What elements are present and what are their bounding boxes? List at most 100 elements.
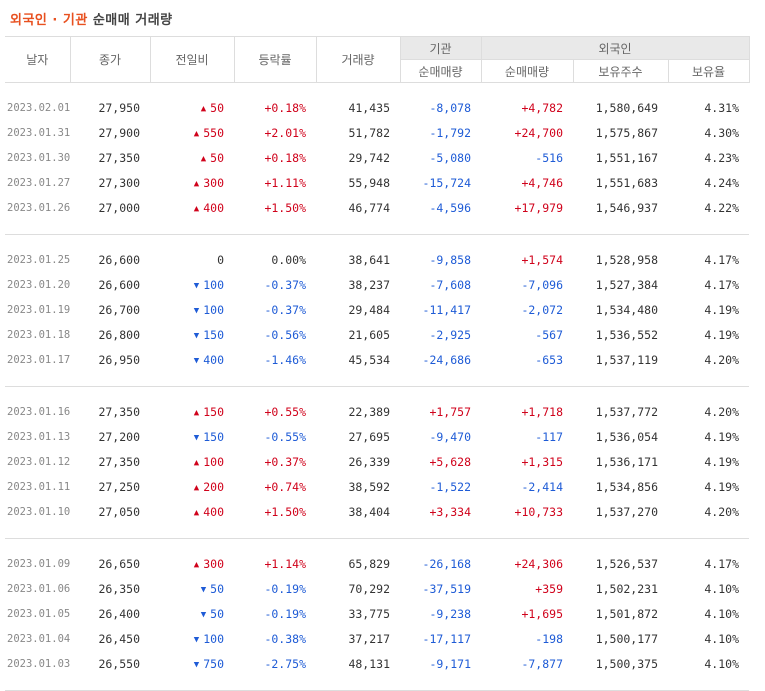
cell-change: ▲ 400 xyxy=(150,195,234,220)
cell-change: ▲ 550 xyxy=(150,120,234,145)
cell-ratio: 4.17% xyxy=(704,556,739,571)
change-value: 100 xyxy=(203,454,224,469)
cell-date: 2023.01.17 xyxy=(7,353,71,366)
table-body: 2023.02.01 27,950 ▲ 50 +0.18% 41,435 -8,078 +4,… xyxy=(5,83,749,691)
cell-foreign-net: -7,877 xyxy=(521,656,563,671)
cell-ratio: 4.10% xyxy=(704,631,739,646)
triangle-down-icon: ▼ xyxy=(193,355,200,366)
cell-date: 2023.01.12 xyxy=(7,455,71,468)
cell-holdings: 1,536,054 xyxy=(595,429,658,444)
cell-holdings: 1,500,375 xyxy=(595,656,658,671)
cell-close: 27,000 xyxy=(98,200,140,215)
cell-date: 2023.01.25 xyxy=(7,253,71,266)
cell-volume: 33,775 xyxy=(348,606,390,621)
cell-change: ▲ 300 xyxy=(150,551,234,576)
change-value: 400 xyxy=(203,200,224,215)
cell-foreign-net: -198 xyxy=(535,631,563,646)
cell-inst-net: -4,596 xyxy=(429,200,471,215)
table-row: 2023.01.17 26,950 ▼ 400 -1.46% 45,534 -24,686 -… xyxy=(5,347,749,372)
cell-inst-net: -7,608 xyxy=(429,277,471,292)
col-header-date: 날자 xyxy=(5,36,71,83)
cell-volume: 45,534 xyxy=(348,352,390,367)
panel-title: 외국인 · 기관 순매매 거래량 xyxy=(10,9,173,28)
cell-volume: 38,237 xyxy=(348,277,390,292)
cell-change: ▼ 100 xyxy=(150,297,234,322)
cell-holdings: 1,500,177 xyxy=(595,631,658,646)
cell-ratio: 4.30% xyxy=(704,125,739,140)
cell-volume: 48,131 xyxy=(348,656,390,671)
triangle-up-icon: ▲ xyxy=(193,128,200,139)
cell-rate: +1.14% xyxy=(264,556,306,571)
change-value: 300 xyxy=(203,556,224,571)
cell-foreign-net: +4,782 xyxy=(521,100,563,115)
cell-rate: +0.55% xyxy=(264,404,306,419)
cell-change: ▲ 200 xyxy=(150,474,234,499)
table-row: 2023.01.30 27,350 ▲ 50 +0.18% 29,742 -5,080 -51… xyxy=(5,145,749,170)
cell-volume: 37,217 xyxy=(348,631,390,646)
cell-change: ▲ 50 xyxy=(150,145,234,170)
cell-date: 2023.02.01 xyxy=(7,101,71,114)
cell-ratio: 4.17% xyxy=(704,277,739,292)
cell-rate: -0.19% xyxy=(264,606,306,621)
cell-inst-net: -37,519 xyxy=(422,581,471,596)
change-value: 100 xyxy=(203,277,224,292)
cell-holdings: 1,551,167 xyxy=(595,150,658,165)
cell-inst-net: -1,522 xyxy=(429,479,471,494)
cell-close: 27,950 xyxy=(98,100,140,115)
cell-rate: -0.55% xyxy=(264,429,306,444)
cell-rate: +1.50% xyxy=(264,504,306,519)
cell-foreign-net: +1,574 xyxy=(521,252,563,267)
group-spacer xyxy=(5,387,749,400)
cell-rate: +1.11% xyxy=(264,175,306,190)
cell-inst-net: +5,628 xyxy=(429,454,471,469)
cell-inst-net: -17,117 xyxy=(422,631,471,646)
table-row: 2023.01.16 27,350 ▲ 150 +0.55% 22,389 +1,757 +1… xyxy=(5,399,749,424)
cell-date: 2023.01.10 xyxy=(7,505,71,518)
cell-inst-net: +1,757 xyxy=(429,404,471,419)
cell-ratio: 4.24% xyxy=(704,175,739,190)
change-value: 50 xyxy=(210,581,224,596)
cell-inst-net: -9,858 xyxy=(429,252,471,267)
cell-inst-net: -9,171 xyxy=(429,656,471,671)
change-value: 200 xyxy=(203,479,224,494)
triangle-up-icon: ▲ xyxy=(193,203,200,214)
cell-close: 26,450 xyxy=(98,631,140,646)
triangle-down-icon: ▼ xyxy=(193,432,200,443)
cell-foreign-net: +24,700 xyxy=(514,125,563,140)
cell-close: 27,250 xyxy=(98,479,140,494)
cell-date: 2023.01.11 xyxy=(7,480,71,493)
cell-ratio: 4.10% xyxy=(704,606,739,621)
cell-holdings: 1,536,552 xyxy=(595,327,658,342)
col-header-holdings: 보유주수 xyxy=(572,59,669,83)
cell-rate: -0.56% xyxy=(264,327,306,342)
change-value: 400 xyxy=(203,352,224,367)
table-row: 2023.01.03 26,550 ▼ 750 -2.75% 48,131 -9,171 -7… xyxy=(5,651,749,676)
cell-foreign-net: -653 xyxy=(535,352,563,367)
cell-close: 27,900 xyxy=(98,125,140,140)
triangle-down-icon: ▼ xyxy=(193,280,200,291)
cell-date: 2023.01.26 xyxy=(7,201,71,214)
change-value: 50 xyxy=(210,100,224,115)
cell-foreign-net: -2,414 xyxy=(521,479,563,494)
cell-inst-net: -11,417 xyxy=(422,302,471,317)
cell-foreign-net: +1,315 xyxy=(521,454,563,469)
cell-volume: 38,641 xyxy=(348,252,390,267)
table-row: 2023.01.04 26,450 ▼ 100 -0.38% 37,217 -17,117 -… xyxy=(5,626,749,651)
group-divider xyxy=(5,220,749,235)
change-value: 400 xyxy=(203,504,224,519)
cell-ratio: 4.10% xyxy=(704,656,739,671)
cell-ratio: 4.17% xyxy=(704,252,739,267)
panel-title-rest: 순매매 거래량 xyxy=(92,13,173,28)
cell-ratio: 4.20% xyxy=(704,352,739,367)
table-row: 2023.01.09 26,650 ▲ 300 +1.14% 65,829 -26,168 +… xyxy=(5,551,749,576)
cell-close: 27,050 xyxy=(98,504,140,519)
cell-rate: +0.37% xyxy=(264,454,306,469)
cell-close: 27,350 xyxy=(98,150,140,165)
change-value: 550 xyxy=(203,125,224,140)
cell-date: 2023.01.09 xyxy=(7,557,71,570)
cell-close: 26,950 xyxy=(98,352,140,367)
cell-volume: 51,782 xyxy=(348,125,390,140)
cell-foreign-net: +17,979 xyxy=(514,200,563,215)
cell-foreign-net: +10,733 xyxy=(514,504,563,519)
change-value: 300 xyxy=(203,175,224,190)
